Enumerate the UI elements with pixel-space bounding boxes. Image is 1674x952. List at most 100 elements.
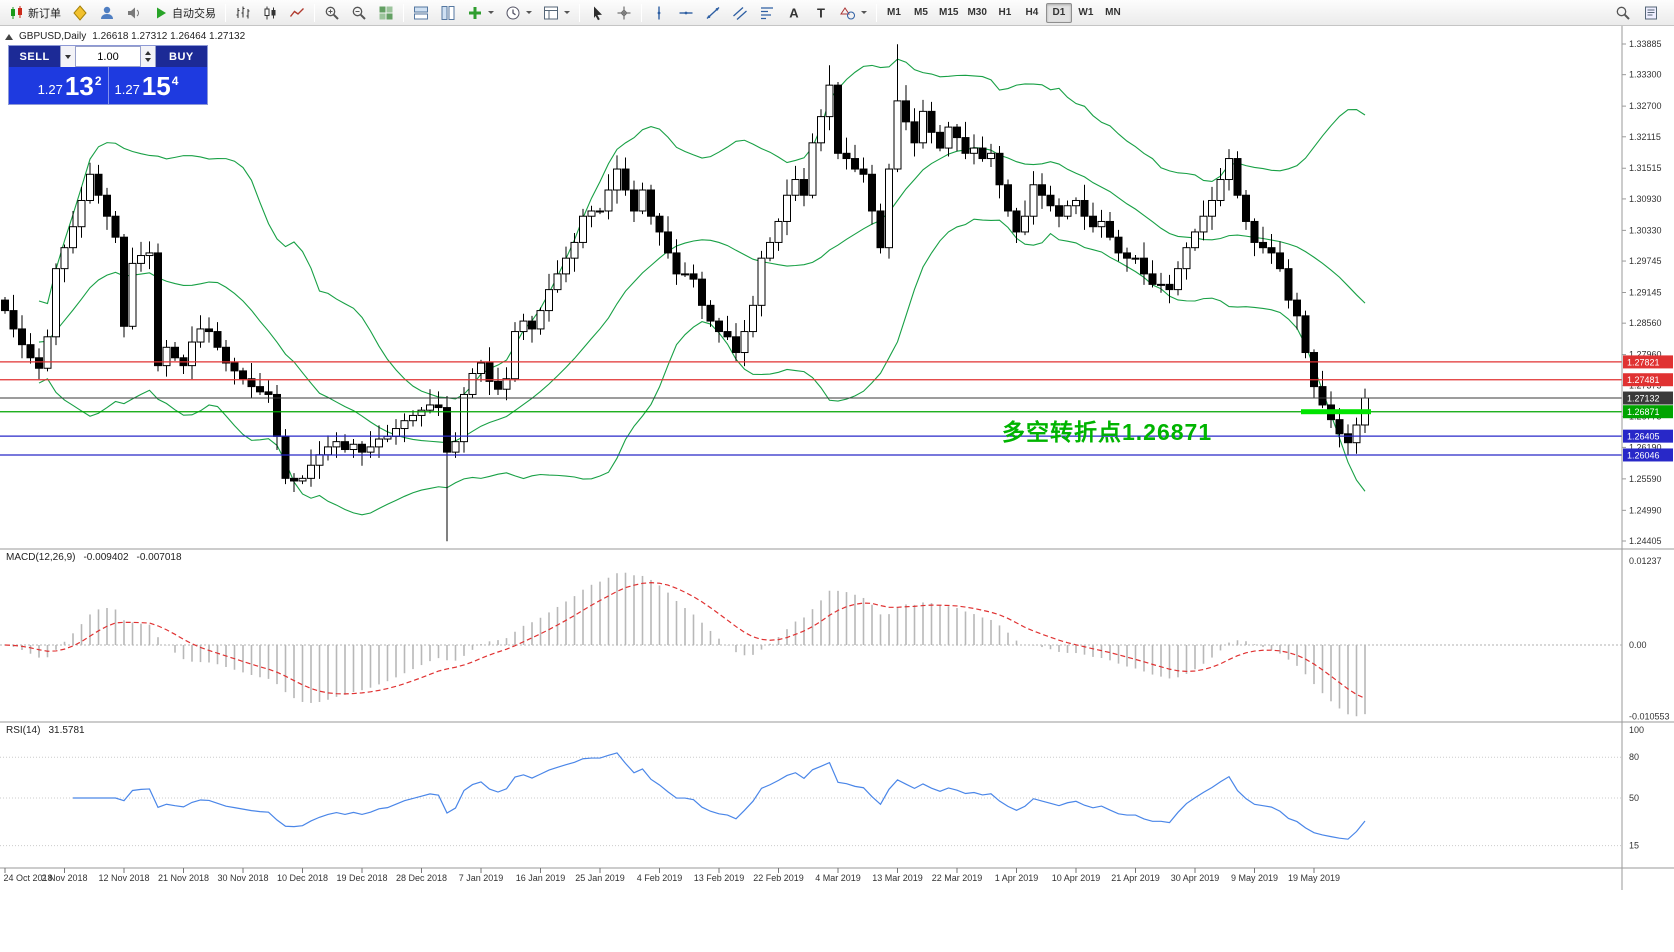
candle-body	[1344, 433, 1352, 444]
zoom-out-button[interactable]	[346, 2, 372, 24]
candle-body	[1276, 252, 1284, 270]
timeframe-mn-button[interactable]: MN	[1105, 7, 1121, 18]
sounds-button[interactable]	[121, 2, 147, 24]
candle-body	[1284, 268, 1293, 301]
indicators-button[interactable]	[462, 2, 499, 24]
candle-body	[230, 362, 239, 372]
template-icon	[543, 5, 559, 21]
zoom-in-button[interactable]	[319, 2, 345, 24]
arrows-button[interactable]	[835, 2, 872, 24]
autotrading-button[interactable]: 自动交易	[148, 2, 221, 24]
line-icon	[289, 5, 305, 21]
vline-icon	[651, 5, 667, 21]
metaeditor-button[interactable]	[67, 2, 93, 24]
pivot-highlight-segment[interactable]	[1301, 409, 1371, 415]
templates-button[interactable]	[538, 2, 575, 24]
rsi-line	[73, 752, 1366, 840]
lot-size-input[interactable]	[76, 46, 140, 67]
arrange-vertical-button[interactable]	[435, 2, 461, 24]
fibonacci-button[interactable]	[754, 2, 780, 24]
tile-windows-button[interactable]	[373, 2, 399, 24]
pivot-annotation-text[interactable]: 多空转折点1.26871	[1002, 419, 1213, 445]
candle-body	[1140, 257, 1148, 275]
candle-body	[723, 331, 732, 338]
candle-body	[791, 179, 800, 196]
candle-body	[749, 304, 757, 333]
macd-axis-label: 0.00	[1629, 640, 1647, 650]
candle-body	[1174, 268, 1182, 291]
sell-price-button[interactable]: 1.27 13 2	[9, 67, 108, 104]
trade-panel-prices: 1.27 13 2 1.27 15 4	[9, 67, 207, 104]
community-button[interactable]	[94, 2, 120, 24]
cursor-button[interactable]	[584, 2, 610, 24]
rsi-axis-label: 80	[1629, 752, 1639, 762]
candle-body	[1233, 158, 1242, 196]
data-window-button[interactable]	[1638, 2, 1664, 24]
bar-chart-button[interactable]	[230, 2, 256, 24]
candle-body	[1089, 215, 1097, 228]
macd-signal-line	[4, 582, 1366, 699]
cascade-windows-button[interactable]	[408, 2, 434, 24]
time-axis-label: 21 Nov 2018	[158, 873, 209, 883]
candle-body	[621, 168, 630, 191]
line-chart-button[interactable]	[284, 2, 310, 24]
candle-body	[1055, 205, 1063, 217]
search-button[interactable]	[1610, 2, 1636, 24]
candle-body	[851, 158, 859, 170]
time-axis-label: 19 Dec 2018	[336, 873, 387, 883]
candle-body	[1191, 231, 1199, 249]
text-label-button[interactable]: T	[808, 2, 834, 24]
candle-body	[995, 152, 1004, 186]
candle-body	[1225, 158, 1233, 181]
timeframe-d1-button[interactable]: D1	[1045, 2, 1072, 23]
new-order-button[interactable]: 新订单	[4, 2, 66, 24]
timeframe-h4-button[interactable]: H4	[1025, 7, 1039, 18]
candle-body	[859, 168, 868, 175]
time-axis-label: 25 Jan 2019	[575, 873, 625, 883]
horizontal-line-button[interactable]	[673, 2, 699, 24]
timeframe-m5-button[interactable]: M5	[914, 7, 928, 18]
candle-body	[137, 255, 145, 264]
equidistant-channel-button[interactable]	[727, 2, 753, 24]
chevron-down-icon	[564, 11, 570, 14]
candle-body	[1259, 241, 1267, 249]
periods-button[interactable]	[500, 2, 537, 24]
current-price-tag: 1.27132	[1623, 391, 1673, 405]
candle-body	[978, 147, 987, 160]
buy-price-button[interactable]: 1.27 15 4	[107, 67, 208, 104]
rsi-axis-label: 15	[1629, 841, 1639, 851]
buy-button[interactable]: BUY	[155, 46, 207, 67]
candle-body	[1242, 194, 1250, 222]
lot-spinner[interactable]	[140, 46, 156, 67]
candle-body	[1208, 199, 1216, 217]
timeframe-w1-button[interactable]: W1	[1078, 7, 1094, 18]
candle-body	[205, 328, 213, 333]
trendline-button[interactable]	[700, 2, 726, 24]
crosshair-button[interactable]	[611, 2, 637, 24]
timeframe-h1-button[interactable]: H1	[998, 7, 1012, 18]
candle-body	[222, 346, 230, 364]
vertical-line-button[interactable]	[646, 2, 672, 24]
fibo-icon	[759, 5, 775, 21]
candle-body	[562, 257, 570, 275]
candlestick-chart-button[interactable]	[257, 2, 283, 24]
text-button[interactable]: A	[781, 2, 807, 24]
symbol-ohlc-values: 1.26618 1.27312 1.26464 1.27132	[92, 31, 246, 42]
timeframe-m15-button[interactable]: M15	[939, 7, 959, 18]
candle-body	[35, 357, 43, 369]
timeframe-m30-button[interactable]: M30	[967, 7, 987, 18]
sell-button[interactable]: SELL	[9, 46, 61, 67]
order-type-dropdown[interactable]	[60, 46, 76, 67]
candle-body	[944, 126, 953, 149]
timeframe-m1-button[interactable]: M1	[887, 7, 901, 18]
macd-signal-value: -0.007018	[136, 552, 182, 563]
candle-body	[1004, 184, 1012, 212]
candle-body	[1165, 283, 1174, 291]
time-axis-label: 22 Mar 2019	[932, 873, 983, 883]
one-click-collapse-icon[interactable]	[5, 33, 13, 40]
candle-body	[1106, 220, 1114, 238]
candle-body	[834, 84, 842, 154]
